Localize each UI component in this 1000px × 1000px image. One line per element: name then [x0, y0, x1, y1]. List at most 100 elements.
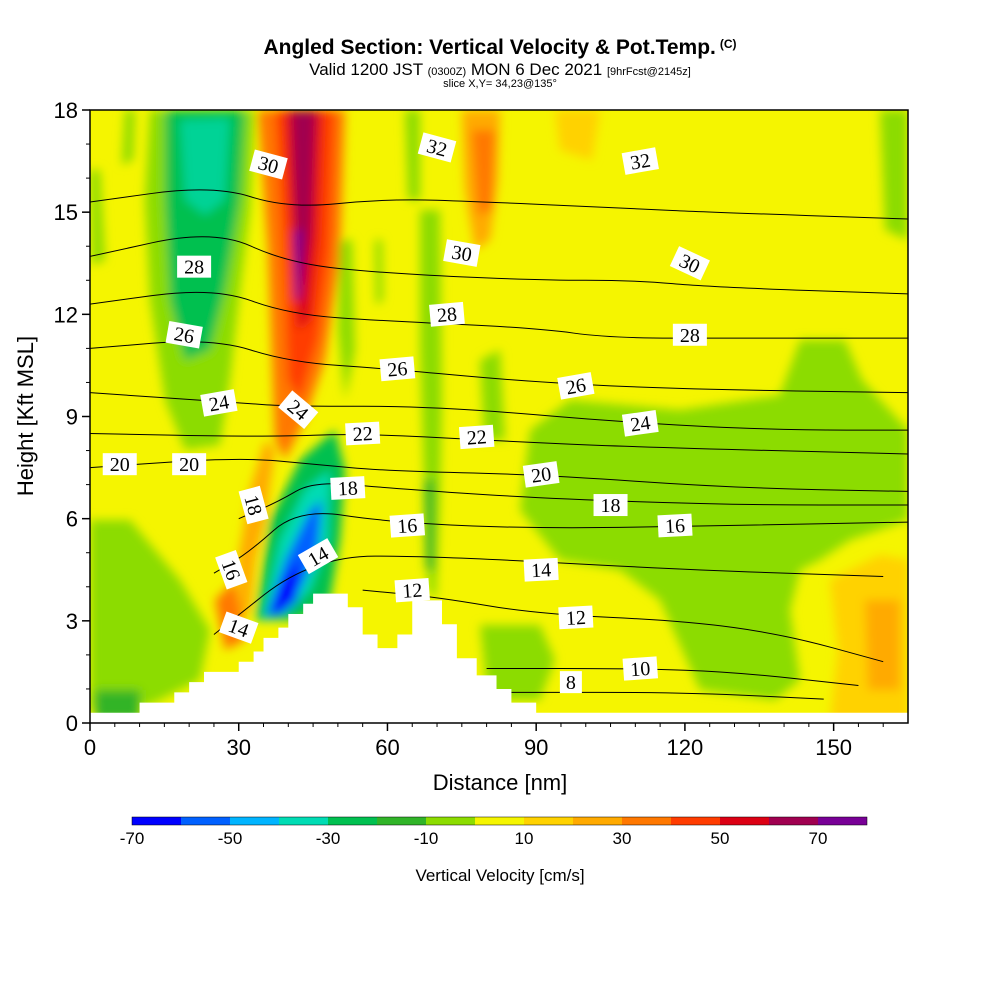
- isoline-label-box: [165, 320, 203, 349]
- field-patch: [555, 110, 600, 160]
- valid-time-line: Valid 1200 JST (0300Z) MON 6 Dec 2021 [9…: [0, 60, 1000, 80]
- isentrope-22: [90, 433, 908, 455]
- valid-date: MON 6 Dec 2021: [470, 60, 603, 79]
- y-tick-label: 6: [66, 507, 78, 532]
- isoline-label-text: 8: [566, 672, 576, 694]
- colorbar-tick-label: 10: [515, 829, 534, 848]
- isoline-label: 18: [593, 494, 628, 517]
- x-tick-label: 120: [667, 735, 704, 760]
- isentrope-18: [238, 483, 908, 520]
- isoline-label: 30: [249, 149, 288, 180]
- field-patch: [238, 440, 275, 620]
- colorbar-tick-label: -30: [316, 829, 341, 848]
- field-patch: [480, 625, 555, 700]
- isentrope-24: [90, 392, 908, 431]
- isoline-label-box: [215, 550, 248, 590]
- isoline-label: 18: [330, 476, 366, 501]
- chart-title: Angled Section: Vertical Velocity & Pot.…: [0, 36, 1000, 60]
- isoline-label-text: 28: [184, 257, 204, 279]
- terrain-mask: [90, 593, 908, 723]
- y-tick-label: 0: [66, 711, 78, 736]
- isoline-label-text: 10: [630, 658, 651, 681]
- field-patch: [472, 130, 495, 215]
- isoline-label-box: [443, 239, 481, 267]
- field-patch: [268, 560, 300, 615]
- isoline-label-text: 28: [680, 325, 700, 347]
- isoline-label: 24: [200, 389, 238, 417]
- isoline-label-box: [200, 389, 238, 417]
- isoline-label-box: [278, 390, 319, 430]
- isoline-label: 10: [622, 656, 659, 681]
- isoline-label: 20: [172, 453, 207, 476]
- isoline-label-box: [523, 557, 559, 582]
- isoline-label-box: [558, 605, 594, 630]
- colorbar-tick-label: 30: [613, 829, 632, 848]
- isoline-label: 26: [557, 372, 595, 400]
- field-patch: [338, 240, 355, 400]
- isoline-label-text: 18: [337, 478, 358, 501]
- isoline-label: 20: [102, 453, 137, 476]
- isoline-label: 20: [522, 461, 560, 488]
- y-tick-label: 15: [54, 200, 78, 225]
- isoline-label: 28: [672, 323, 707, 347]
- colorbar-tick-label: 50: [711, 829, 730, 848]
- isoline-label-box: [559, 671, 582, 694]
- valid-prefix: Valid 1200 JST: [309, 60, 423, 79]
- y-tick-label: 3: [66, 609, 78, 634]
- isoline-label: 14: [218, 611, 259, 644]
- colorbar-swatch: [475, 817, 524, 825]
- field-patch: [405, 110, 420, 200]
- isoline-label-text: 22: [352, 423, 373, 446]
- isoline-label: 26: [165, 320, 203, 349]
- isoline-label-box: [238, 485, 269, 525]
- field-patch: [294, 230, 302, 300]
- y-tick-label: 12: [54, 302, 78, 327]
- isoline-label-box: [622, 656, 659, 681]
- colorbar-tick-label: -10: [414, 829, 439, 848]
- slice-info: slice X,Y= 34,23@135°: [443, 78, 557, 90]
- isoline-label-text: 14: [531, 559, 552, 582]
- colorbar-swatch: [818, 817, 867, 825]
- isoline-label-text: 26: [172, 323, 196, 348]
- isoline-label-text: 28: [436, 303, 458, 327]
- y-tick-label: 18: [54, 98, 78, 123]
- colorbar-swatch: [132, 817, 181, 825]
- isoline-label: 30: [443, 239, 481, 267]
- isoline-label-box: [249, 149, 288, 180]
- isoline-label: 22: [345, 421, 381, 446]
- isoline-label-box: [672, 323, 707, 346]
- isentrope-8: [511, 691, 824, 700]
- isoline-label-text: 20: [110, 454, 130, 476]
- isoline-label-box: [669, 246, 710, 281]
- colorbar-swatch: [181, 817, 230, 825]
- isentrope-28: [90, 291, 908, 339]
- isoline-label-box: [657, 513, 693, 538]
- isoline-label-text: 32: [629, 149, 653, 174]
- axes: 0 30 60 90 120 150 0 3 6 9 12 15 18: [54, 98, 884, 760]
- colorbar-swatch: [573, 817, 622, 825]
- x-tick-label: 30: [226, 735, 250, 760]
- field-patch: [865, 600, 900, 690]
- y-tick-label: 9: [66, 405, 78, 430]
- isentrope-14: [213, 555, 884, 635]
- isoline-label: 32: [417, 132, 457, 163]
- colorbar-tick-label: -70: [120, 829, 145, 848]
- isoline-label: 8: [559, 671, 582, 694]
- isoline-label-box: [557, 372, 595, 400]
- isoline-label-text: 26: [564, 374, 588, 399]
- isoline-label-box: [102, 453, 137, 476]
- isoline-label-box: [177, 255, 212, 278]
- colorbar-swatch: [671, 817, 720, 825]
- isoline-label-text: 24: [207, 391, 231, 416]
- isoline-label-text: 20: [530, 463, 553, 488]
- colorbar-tick-label: 70: [809, 829, 828, 848]
- isoline-label-box: [458, 424, 495, 450]
- field-patch: [480, 350, 505, 440]
- isoline-label-box: [389, 513, 426, 538]
- colorbar-swatch: [377, 817, 426, 825]
- isoline-label-box: [417, 132, 457, 163]
- x-axis-label: Distance [nm]: [433, 770, 568, 795]
- colorbar-tick-label: -50: [218, 829, 243, 848]
- colorbar-swatch: [230, 817, 279, 825]
